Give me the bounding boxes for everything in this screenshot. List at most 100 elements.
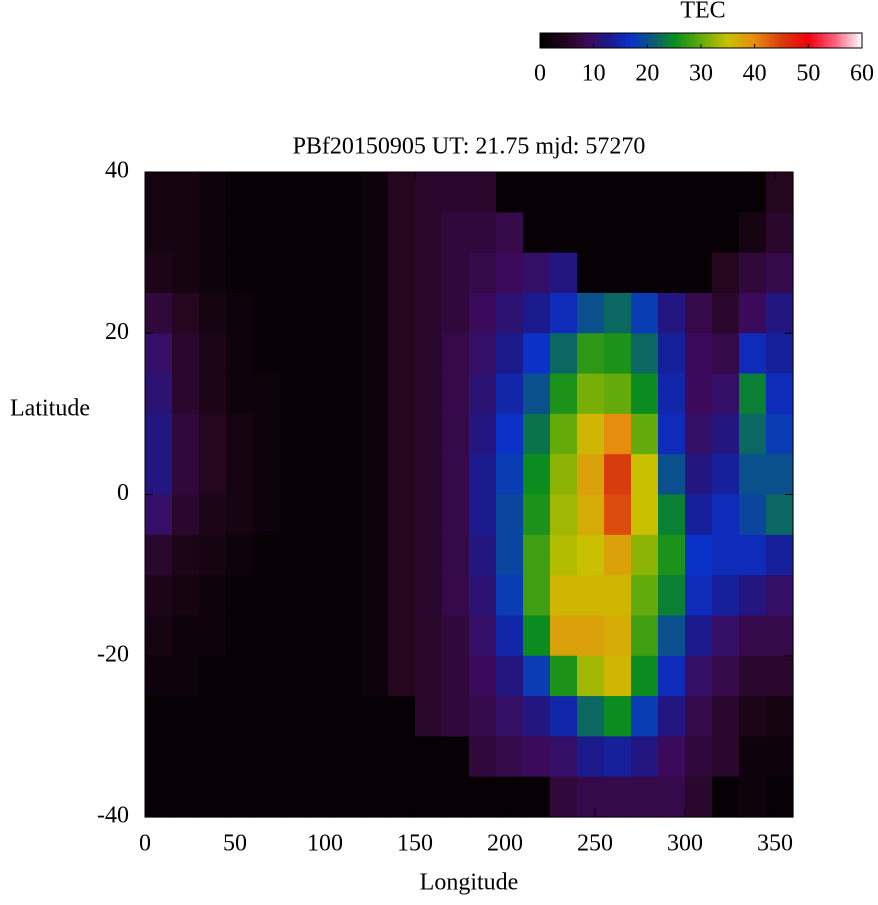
heatmap-cell [496, 333, 524, 375]
colorbar-segment [839, 33, 843, 48]
heatmap-cell [766, 454, 794, 496]
colorbar-segment [678, 33, 682, 48]
colorbar-tick-label: 10 [582, 61, 606, 87]
heatmap-cell [523, 454, 551, 496]
colorbar-segment [771, 33, 774, 48]
heatmap-cell [739, 615, 767, 657]
heatmap-cell [442, 413, 470, 455]
heatmap-cell [307, 413, 335, 455]
heatmap-cell [577, 696, 605, 737]
heatmap-cell [145, 615, 173, 657]
colorbar-segment [721, 33, 724, 48]
colorbar-segment [805, 33, 809, 48]
x-tick-label: 300 [667, 831, 703, 857]
heatmap-cell [280, 252, 308, 294]
colorbar-segment [660, 33, 664, 48]
heatmap-cell [361, 534, 389, 576]
heatmap-cell [469, 373, 497, 415]
heatmap-cell [577, 575, 605, 617]
heatmap-cell [172, 292, 200, 334]
heatmap-cell [658, 212, 686, 254]
heatmap-cell [334, 373, 362, 415]
heatmap-cell [496, 454, 524, 496]
heatmap-cell [307, 776, 335, 818]
heatmap-cell [199, 373, 227, 415]
heatmap-cell [361, 292, 389, 334]
heatmap-cell [334, 534, 362, 576]
colorbar-tick-label: 20 [635, 61, 659, 87]
heatmap-cell [523, 292, 551, 334]
colorbar-segment [576, 33, 579, 48]
colorbar-segment [723, 33, 726, 48]
heatmap-cell [631, 373, 659, 415]
heatmap-cell [604, 776, 632, 818]
colorbar-segment [717, 33, 720, 48]
heatmap-cell [145, 736, 173, 778]
heatmap-cell [469, 333, 497, 375]
heatmap-cell [415, 252, 443, 294]
heatmap-cell [496, 575, 524, 617]
colorbar-segment [696, 33, 700, 48]
heatmap-cell [226, 333, 254, 375]
heatmap-cell [307, 292, 335, 334]
heatmap-cell [334, 333, 362, 375]
heatmap-cell [712, 373, 740, 415]
heatmap-cell [631, 575, 659, 617]
heatmap-cell [712, 696, 740, 737]
colorbar-segment [787, 33, 791, 48]
x-tick-label: 250 [577, 831, 613, 857]
heatmap-cell [199, 454, 227, 496]
heatmap-cell [469, 736, 497, 778]
heatmap-cell [172, 776, 200, 818]
colorbar-segment [554, 33, 557, 48]
heatmap-cell [145, 413, 173, 455]
heatmap-cell [604, 333, 632, 375]
colorbar-segment [560, 33, 563, 48]
heatmap-cell [226, 172, 254, 213]
heatmap-cell [523, 534, 551, 576]
heatmap-cell [523, 575, 551, 617]
heatmap-cell [604, 736, 632, 778]
colorbar-segment [602, 33, 605, 48]
colorbar-segment [614, 33, 617, 48]
heatmap-cell [361, 454, 389, 496]
colorbar-segment [594, 33, 597, 48]
colorbar-segment [622, 33, 626, 48]
heatmap-cell [199, 494, 227, 536]
heatmap-cell [523, 212, 551, 254]
heatmap-cell [550, 534, 578, 576]
heatmap-cell [442, 454, 470, 496]
colorbar-segment [775, 33, 778, 48]
colorbar-segment [845, 33, 849, 48]
colorbar-segment [719, 33, 722, 48]
heatmap-cell [631, 172, 659, 213]
heatmap-cell [199, 534, 227, 576]
colorbar-segment [807, 33, 811, 48]
heatmap-cell [766, 292, 794, 334]
heatmap-cell [712, 615, 740, 657]
colorbar-segment [841, 33, 845, 48]
heatmap-cell [199, 172, 227, 213]
heatmap-cell [658, 252, 686, 294]
heatmap-cell [253, 212, 281, 254]
heatmap-cell [577, 454, 605, 496]
heatmap-cell [712, 292, 740, 334]
heatmap-cell [172, 655, 200, 697]
heatmap-cell [334, 655, 362, 697]
heatmap-cell [361, 172, 389, 213]
heatmap-cell [307, 534, 335, 576]
heatmap-cell [523, 413, 551, 455]
colorbar-segment [703, 33, 706, 48]
heatmap-cell [226, 575, 254, 617]
heatmap-cell [415, 534, 443, 576]
colorbar-segment [598, 33, 601, 48]
colorbar-segment [715, 33, 718, 48]
heatmap-cell [685, 655, 713, 697]
heatmap-cell [712, 454, 740, 496]
colorbar-segment [761, 33, 764, 48]
heatmap-cell [280, 333, 308, 375]
heatmap-cell [577, 776, 605, 818]
heatmap-cell [658, 655, 686, 697]
heatmap-cell [712, 252, 740, 294]
heatmap-cell [388, 494, 416, 536]
